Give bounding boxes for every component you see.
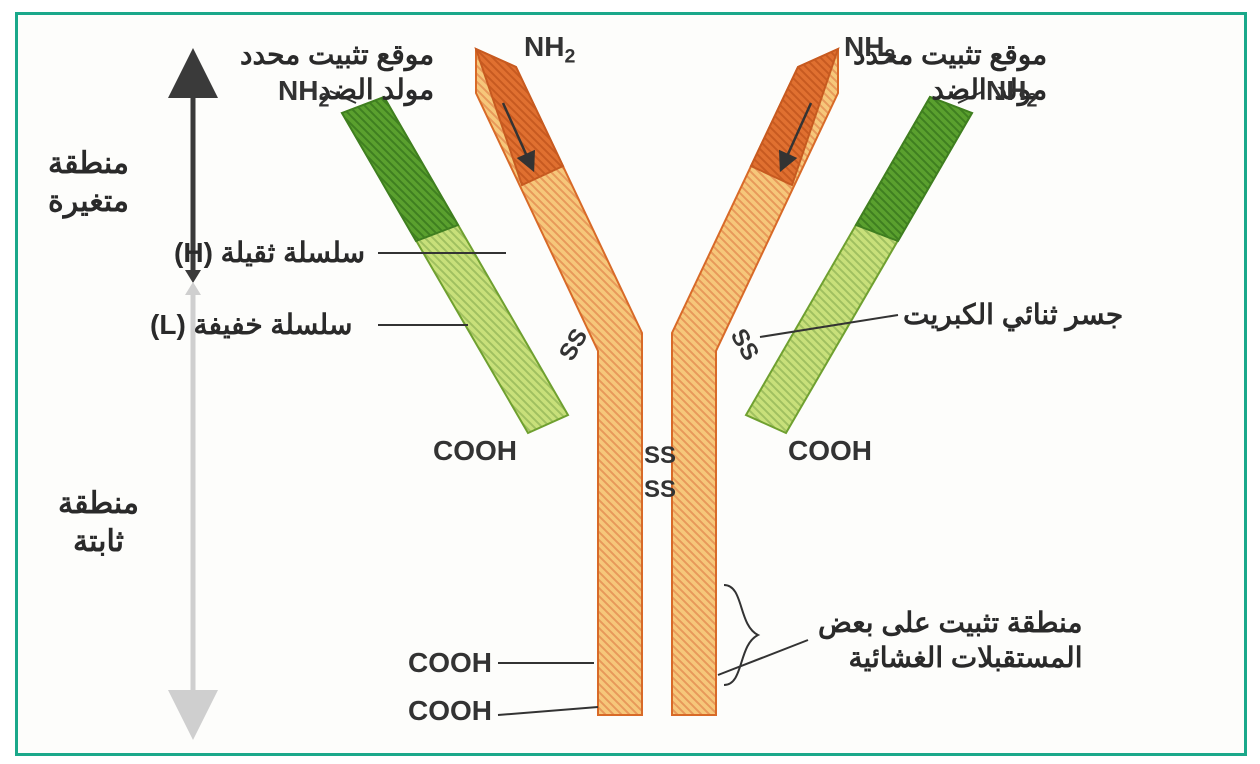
nh2-light-left: NH2 <box>278 73 329 113</box>
label-binding-left: موقع تثبيت محدد مولد الضد <box>240 37 434 107</box>
label-constant-region: منطقة ثابتة <box>58 485 139 560</box>
cooh-light-right: COOH <box>788 433 872 468</box>
cooh-heavy-1: COOH <box>408 645 492 680</box>
nh2-light-right: NH2 <box>986 73 1037 113</box>
label-light-chain: سلسلة خفيفة (L) <box>150 307 352 342</box>
nh2-heavy-left: NH2 <box>524 29 575 69</box>
leader-receptor <box>718 640 808 675</box>
nh2-heavy-right: NH2 <box>844 29 895 69</box>
cooh-light-left: COOH <box>433 433 517 468</box>
diagram-frame: منطقة متغيرة منطقة ثابتة موقع تثبيت محدد… <box>15 12 1247 756</box>
label-variable-region: منطقة متغيرة <box>48 145 129 220</box>
ss-center-1: SS <box>644 441 676 471</box>
leader-cooh-bl <box>498 707 598 715</box>
label-heavy-chain: سلسلة ثقيلة (H) <box>174 235 365 270</box>
cooh-heavy-2: COOH <box>408 693 492 728</box>
label-disulfide-bridge: جسر ثنائي الكبريت <box>903 297 1123 332</box>
ss-center-2: SS <box>644 475 676 505</box>
label-receptor-binding: منطقة تثبيت على بعض المستقبلات الغشائية <box>818 605 1082 675</box>
